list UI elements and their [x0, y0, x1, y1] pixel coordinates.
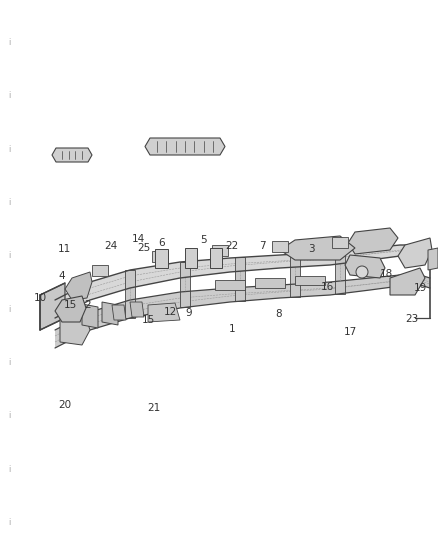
Polygon shape [235, 257, 245, 301]
Polygon shape [55, 245, 430, 318]
Polygon shape [335, 251, 345, 294]
Text: 12: 12 [164, 307, 177, 317]
Text: 18: 18 [380, 269, 393, 279]
Text: 14: 14 [131, 234, 145, 244]
Text: 15: 15 [142, 315, 155, 325]
Polygon shape [390, 268, 425, 295]
Text: i: i [8, 358, 11, 367]
Text: 17: 17 [344, 327, 357, 336]
Text: 16: 16 [321, 282, 334, 292]
Polygon shape [112, 305, 126, 320]
Text: i: i [8, 38, 11, 47]
Text: 21: 21 [148, 403, 161, 413]
Text: 23: 23 [405, 314, 418, 324]
Polygon shape [348, 228, 398, 254]
Polygon shape [295, 276, 325, 285]
Polygon shape [102, 302, 118, 325]
Polygon shape [185, 248, 197, 268]
Text: 4: 4 [58, 271, 65, 281]
Polygon shape [428, 248, 438, 270]
Text: 24: 24 [104, 241, 117, 251]
Polygon shape [82, 304, 98, 328]
Text: 7: 7 [259, 241, 266, 251]
Text: 6: 6 [159, 238, 166, 247]
Polygon shape [65, 272, 92, 300]
Polygon shape [145, 138, 225, 155]
Text: 11: 11 [58, 245, 71, 254]
Polygon shape [130, 302, 144, 317]
Text: 9: 9 [185, 309, 192, 318]
Polygon shape [215, 280, 245, 290]
Text: 25: 25 [137, 244, 150, 253]
Polygon shape [55, 275, 430, 348]
Polygon shape [272, 241, 288, 252]
Circle shape [356, 266, 368, 278]
Text: 3: 3 [307, 245, 314, 254]
Text: i: i [8, 252, 11, 260]
Text: i: i [8, 465, 11, 473]
Polygon shape [55, 296, 86, 322]
Text: i: i [8, 518, 11, 527]
Polygon shape [212, 245, 228, 256]
Polygon shape [155, 249, 168, 268]
Text: 20: 20 [58, 400, 71, 410]
Polygon shape [210, 248, 222, 268]
Text: i: i [8, 411, 11, 420]
Text: 10: 10 [34, 294, 47, 303]
Text: 8: 8 [275, 310, 282, 319]
Text: 15: 15 [64, 300, 77, 310]
Polygon shape [52, 148, 92, 162]
Polygon shape [148, 303, 180, 322]
Polygon shape [255, 278, 285, 288]
Polygon shape [280, 236, 355, 260]
Polygon shape [60, 315, 90, 345]
Text: 2: 2 [84, 300, 91, 310]
Text: 22: 22 [226, 241, 239, 251]
Text: 1: 1 [229, 325, 236, 334]
Polygon shape [290, 254, 300, 297]
Text: 5: 5 [200, 235, 207, 245]
Polygon shape [180, 262, 190, 308]
Text: i: i [8, 198, 11, 207]
Polygon shape [345, 255, 385, 278]
Polygon shape [398, 238, 432, 268]
Polygon shape [40, 283, 65, 330]
Polygon shape [125, 270, 135, 318]
Polygon shape [332, 237, 348, 248]
Text: i: i [8, 92, 11, 100]
Text: i: i [8, 145, 11, 154]
Polygon shape [152, 251, 168, 262]
Text: i: i [8, 305, 11, 313]
Text: 19: 19 [414, 283, 427, 293]
Polygon shape [92, 265, 108, 276]
